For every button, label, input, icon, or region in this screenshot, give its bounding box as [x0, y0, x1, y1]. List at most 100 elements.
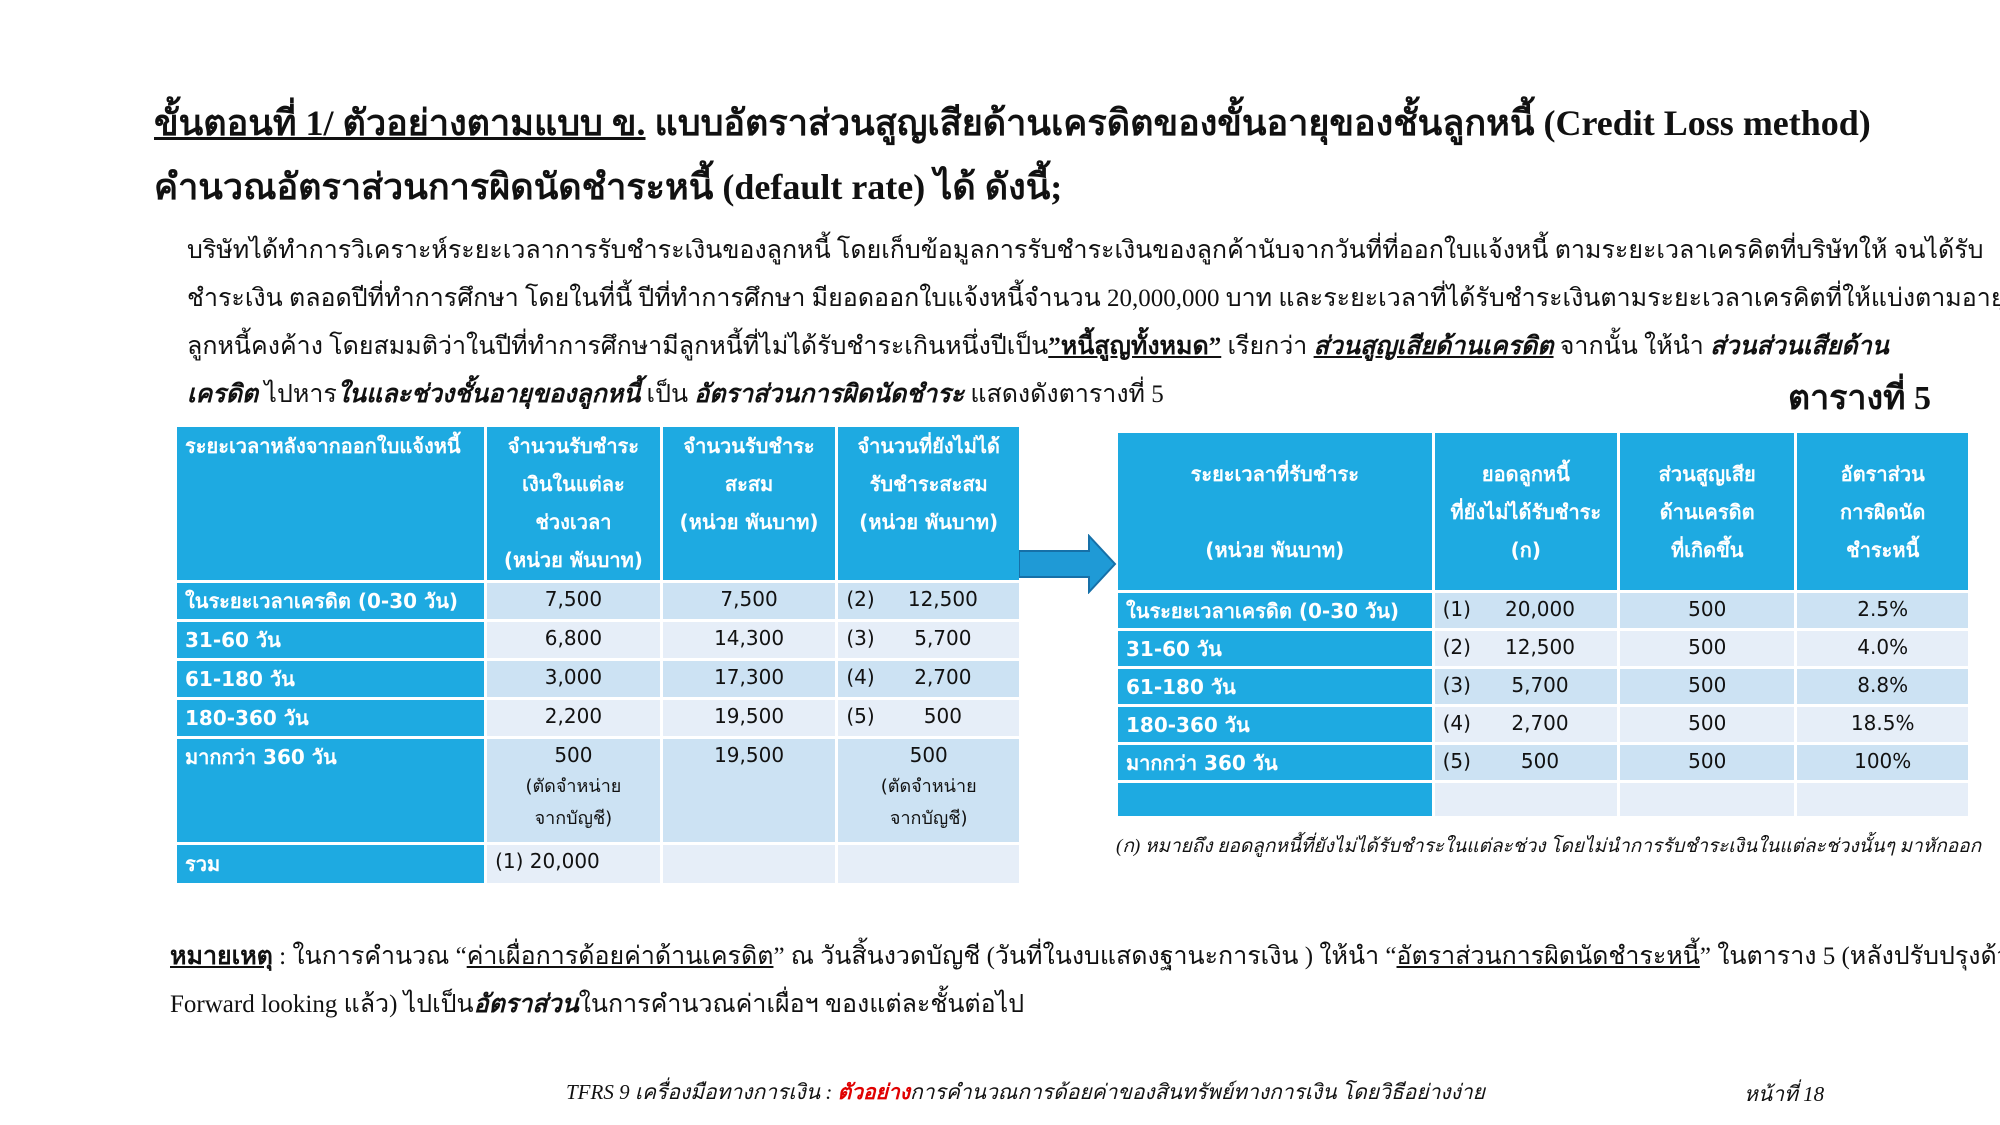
ref: (5) — [846, 704, 875, 728]
row-label: 31-60 วัน — [1118, 631, 1432, 666]
table-row: มากกว่า 360 วัน 500 (ตัดจำหน่าย จากบัญชี)… — [177, 739, 1019, 842]
footer-text: TFRS 9 เครื่องมือทางการเงิน : ตัวอย่างกา… — [566, 1076, 1485, 1109]
note-line-1: หมายเหตุ : ในการคำนวณ “ค่าเผื่อการด้อยค่… — [170, 936, 2000, 976]
page-subtitle: คำนวณอัตราส่วนการผิดนัดชำระหนี้ (default… — [154, 167, 1063, 207]
table-row: ในระยะเวลาเครดิต (0-30 วัน) 7,500 7,500 … — [177, 583, 1019, 619]
value: 20,000 — [1505, 597, 1575, 621]
para-line-4: เครดิต ไปหารในและช่วงชั้นอายุของลูกหนี้ … — [187, 374, 1164, 414]
row-label — [1118, 783, 1432, 816]
value: 2,700 — [1511, 711, 1569, 735]
cell-empty — [1620, 783, 1795, 816]
col-header: ระยะเวลาหลังจากออกใบแจ้งหนี้ — [177, 427, 485, 580]
value: 500 — [909, 743, 948, 767]
value: 20,000 — [529, 849, 600, 873]
value: 500 — [1520, 749, 1560, 773]
text: เรียกว่า — [1221, 333, 1314, 360]
row-label: 61-180 วัน — [1118, 669, 1432, 704]
col-header: จำนวนรับชำระ สะสม (หน่วย พันบาท) — [662, 427, 836, 580]
text: การคำนวณการด้อยค่าของสินทรัพย์ทางการเงิน… — [910, 1080, 1485, 1104]
cell-rate: 2.5% — [1797, 593, 1968, 628]
row-label: มากกว่า 360 วัน — [1118, 745, 1432, 780]
table-row: ในระยะเวลาเครดิต (0-30 วัน) (1) 20,000 50… — [1118, 593, 1968, 628]
text: ไปหาร — [258, 381, 337, 408]
cell-rate: 8.8% — [1797, 669, 1968, 704]
col-header: จำนวนที่ยังไม่ได้ รับชำระสะสม (หน่วย พัน… — [838, 427, 1019, 580]
para-line-3: ลูกหนี้คงค้าง โดยสมมติว่าในปีที่ทำการศึก… — [187, 326, 1889, 366]
row-label: ในระยะเวลาเครดิต (0-30 วัน) — [177, 583, 485, 619]
table-row-empty — [1118, 783, 1968, 816]
table-row: 31-60 วัน 6,800 14,300 (3) 5,700 — [177, 622, 1019, 658]
table-row: 180-360 วัน 2,200 19,500 (5) 500 — [177, 700, 1019, 736]
cell-paid: 7,500 — [487, 583, 660, 619]
table-row: 61-180 วัน (3) 5,700 500 8.8% — [1118, 669, 1968, 704]
note-label: หมายเหตุ — [170, 943, 273, 970]
emphasis: อัตราส่วน — [473, 991, 579, 1018]
table-row: 61-180 วัน 3,000 17,300 (4) 2,700 — [177, 661, 1019, 697]
cell-empty — [662, 845, 836, 883]
ref: (4) — [846, 665, 875, 689]
cell-total: (1) 20,000 — [487, 845, 660, 883]
ref: (1) — [1442, 597, 1471, 621]
value: 5,700 — [914, 626, 972, 650]
cell-loss: 500 — [1620, 593, 1795, 628]
col-header: ระยะเวลาที่รับชำระ (หน่วย พันบาท) — [1118, 433, 1432, 590]
text: ” ณ วันสิ้นงวดบัญชี (วันที่ในงบแสดงฐานะก… — [773, 943, 1397, 970]
emphasis: ค่าเผื่อการด้อยค่าด้านเครดิต — [466, 943, 774, 970]
row-label: มากกว่า 360 วัน — [177, 739, 485, 842]
text: จากนั้น ให้นำ — [1553, 333, 1711, 360]
page-number: หน้าที่ 18 — [1744, 1082, 1825, 1106]
cell-empty — [1797, 783, 1968, 816]
emphasis: อัตราส่วนการผิดนัดชำระหนี้ — [1396, 943, 1700, 970]
cell-cumulative: 14,300 — [662, 622, 836, 658]
cell-rate: 18.5% — [1797, 707, 1968, 742]
cell-loss: 500 — [1620, 669, 1795, 704]
emphasis: เครดิต — [187, 381, 259, 408]
cell-unpaid: (3) 5,700 — [838, 622, 1019, 658]
cell-paid: 6,800 — [487, 622, 660, 658]
cell-cumulative: 19,500 — [662, 700, 836, 736]
cell-loss: 500 — [1620, 745, 1795, 780]
cell-unpaid: 500 (ตัดจำหน่าย จากบัญชี) — [838, 739, 1019, 842]
cell-paid: 3,000 — [487, 661, 660, 697]
left-table: ระยะเวลาหลังจากออกใบแจ้งหนี้ จำนวนรับชำร… — [174, 424, 1022, 886]
ref: (4) — [1442, 711, 1471, 735]
cell-loss: 500 — [1620, 707, 1795, 742]
row-label: รวม — [177, 845, 485, 883]
right-table: ระยะเวลาที่รับชำระ (หน่วย พันบาท) ยอดลูก… — [1115, 430, 1971, 819]
col-header: จำนวนรับชำระ เงินในแต่ละ ช่วงเวลา (หน่วย… — [487, 427, 660, 580]
text: ลูกหนี้คงค้าง โดยสมมติว่าในปีที่ทำการศึก… — [187, 333, 1049, 360]
page-title: ขั้นตอนที่ 1/ ตัวอย่างตามแบบ ข. แบบอัตรา… — [154, 94, 1871, 151]
footer-highlight: ตัวอย่าง — [837, 1080, 911, 1104]
note: (ตัดจำหน่าย จากบัญชี) — [525, 776, 622, 829]
text: แสดงดังตารางที่ 5 — [964, 381, 1164, 408]
value: 500 — [554, 743, 593, 767]
text: TFRS 9 เครื่องมือทางการเงิน : — [566, 1080, 838, 1104]
para-line-1: บริษัทได้ทำการวิเคราะห์ระยะเวลาการรับชำร… — [187, 237, 1984, 264]
cell-unpaid: (5) 500 — [838, 700, 1019, 736]
text: ” ในตาราง 5 (หลังปรับปรุงด้วย — [1699, 943, 2000, 970]
total-row: รวม (1) 20,000 — [177, 845, 1019, 883]
cell-balance: (4) 2,700 — [1434, 707, 1618, 742]
cell-loss: 500 — [1620, 631, 1795, 666]
emphasis-credit-loss: ส่วนสูญเสียด้านเครดิต — [1313, 333, 1554, 360]
text: ในการคำนวณค่าเผื่อฯ ของแต่ละชั้นต่อไป — [578, 991, 1025, 1018]
cell-empty — [1434, 783, 1618, 816]
title-rest: แบบอัตราส่วนสูญเสียด้านเครดิตของขั้นอายุ… — [645, 103, 1871, 143]
ref: (2) — [846, 587, 875, 611]
cell-rate: 100% — [1797, 745, 1968, 780]
cell-empty — [838, 845, 1019, 883]
note-line-2: Forward looking แล้ว) ไปเป็นอัตราส่วนในก… — [170, 984, 1024, 1024]
col-header: ส่วนสูญเสีย ด้านเครดิต ที่เกิดขึ้น — [1620, 433, 1795, 590]
row-label: 31-60 วัน — [177, 622, 485, 658]
cell-unpaid: (4) 2,700 — [838, 661, 1019, 697]
value: 5,700 — [1511, 673, 1569, 697]
emphasis-bad-debt: ”หนี้สูญทั้งหมด” — [1048, 333, 1222, 360]
cell-balance: (3) 5,700 — [1434, 669, 1618, 704]
row-label: ในระยะเวลาเครดิต (0-30 วัน) — [1118, 593, 1432, 628]
table-row: 31-60 วัน (2) 12,500 500 4.0% — [1118, 631, 1968, 666]
col-header: อัตราส่วน การผิดนัด ชำระหนี้ — [1797, 433, 1968, 590]
arrow-right-icon — [1019, 534, 1117, 594]
value: 12,500 — [907, 587, 978, 611]
table-5-label: ตารางที่ 5 — [1788, 380, 1932, 417]
row-label: 180-360 วัน — [177, 700, 485, 736]
